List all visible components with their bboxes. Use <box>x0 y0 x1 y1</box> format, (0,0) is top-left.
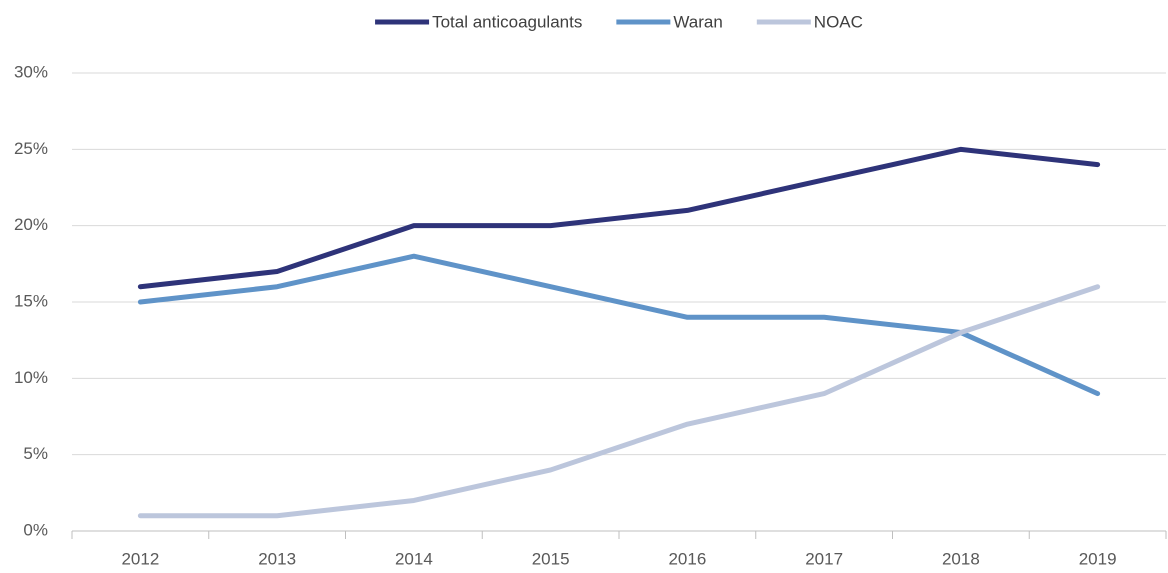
legend: Total anticoagulants Waran NOAC <box>375 12 863 31</box>
legend-label: NOAC <box>814 12 863 31</box>
y-tick-label: 20% <box>14 215 48 234</box>
y-tick-label: 30% <box>14 62 48 81</box>
x-tick-label: 2016 <box>668 549 706 568</box>
y-tick-label: 10% <box>14 368 48 387</box>
y-tick-label: 25% <box>14 139 48 158</box>
x-tick-label: 2019 <box>1079 549 1117 568</box>
x-tick-label: 2017 <box>805 549 843 568</box>
y-tick-label: 15% <box>14 291 48 310</box>
x-tick-label: 2013 <box>258 549 296 568</box>
series-line <box>137 284 1101 519</box>
series-line <box>137 253 1101 397</box>
x-tick-label: 2015 <box>532 549 570 568</box>
legend-label: Total anticoagulants <box>432 12 582 31</box>
series-line <box>137 146 1101 290</box>
x-tick-label: 2014 <box>395 549 433 568</box>
legend-label: Waran <box>673 12 722 31</box>
y-tick-label: 5% <box>23 444 48 463</box>
x-tick-label: 2012 <box>121 549 159 568</box>
y-tick-label: 0% <box>23 520 48 539</box>
x-tick-label: 2018 <box>942 549 980 568</box>
